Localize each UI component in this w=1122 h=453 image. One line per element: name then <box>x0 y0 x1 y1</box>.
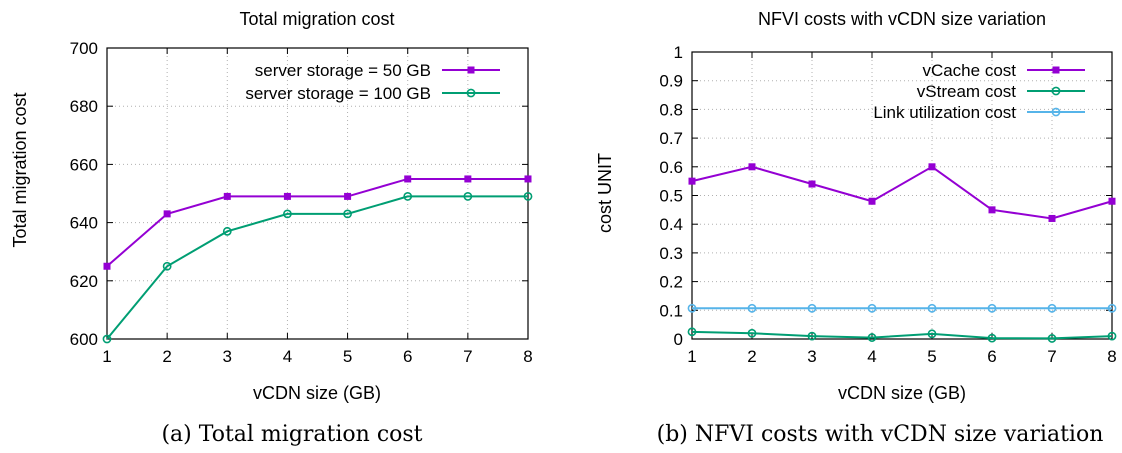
data-point <box>1107 331 1117 341</box>
chart-nfvi-costs: NFVI costs with vCDN size variation cost… <box>595 9 1117 447</box>
legend-marker <box>1051 86 1061 96</box>
y-tick-label: 620 <box>70 272 98 291</box>
series-line-0 <box>106 177 528 268</box>
y-axis-label: cost UNIT <box>595 153 615 233</box>
figure-caption: (b) NFVI costs with vCDN size variation <box>657 422 1104 447</box>
legend-label: Link utilization cost <box>873 103 1016 122</box>
data-point <box>987 333 997 343</box>
x-tick-label: 8 <box>523 347 532 366</box>
legend-label: vStream cost <box>917 82 1016 101</box>
data-point <box>807 303 817 313</box>
x-tick-label: 6 <box>403 347 412 366</box>
legend-label: server storage = 50 GB <box>255 61 431 80</box>
x-tick-label: 1 <box>687 347 696 366</box>
data-point <box>102 334 112 344</box>
x-tick-label: 4 <box>867 347 876 366</box>
data-point <box>987 303 997 313</box>
data-point <box>988 206 996 214</box>
chart-title: Total migration cost <box>239 9 394 29</box>
data-point <box>867 333 877 342</box>
y-tick-label: 0.2 <box>659 273 683 292</box>
data-point <box>404 175 412 183</box>
legend-label: server storage = 100 GB <box>245 84 431 103</box>
x-tick-label: 8 <box>1107 347 1116 366</box>
series-line-1 <box>691 330 1113 340</box>
data-point <box>344 192 352 200</box>
x-tick-label: 1 <box>102 347 111 366</box>
x-tick-label: 4 <box>283 347 292 366</box>
series-line-1 <box>106 195 528 340</box>
data-point <box>868 197 876 205</box>
x-tick-label: 5 <box>927 347 936 366</box>
data-point <box>523 192 533 201</box>
data-point <box>403 192 413 201</box>
data-point <box>1107 303 1117 313</box>
legend-marker <box>1051 107 1061 117</box>
data-point <box>927 303 937 313</box>
series-line-0 <box>691 165 1113 220</box>
x-tick-label: 7 <box>1047 347 1056 366</box>
data-point <box>748 163 756 171</box>
y-tick-label: 0.4 <box>659 215 683 234</box>
y-tick-label: 600 <box>70 330 98 349</box>
data-point <box>687 327 697 337</box>
data-point <box>747 328 757 338</box>
data-point <box>103 262 111 270</box>
data-point <box>464 175 472 183</box>
data-point <box>223 192 231 200</box>
y-tick-label: 680 <box>70 97 98 116</box>
x-axis-label: vCDN size (GB) <box>838 383 966 403</box>
data-point <box>524 175 532 183</box>
y-axis-label: Total migration cost <box>10 92 30 247</box>
x-axis-label: vCDN size (GB) <box>253 383 381 403</box>
data-point <box>867 303 877 313</box>
legend-marker <box>466 88 476 98</box>
y-tick-label: 0.9 <box>659 72 683 91</box>
legend-label: vCache cost <box>922 61 1016 80</box>
y-tick-label: 660 <box>70 155 98 174</box>
y-tick-label: 0.7 <box>659 129 683 148</box>
data-point <box>163 210 171 218</box>
y-tick-label: 0.1 <box>659 301 683 320</box>
legend-marker <box>467 66 475 74</box>
y-tick-label: 0.5 <box>659 187 683 206</box>
y-tick-label: 0.8 <box>659 100 683 119</box>
data-point <box>1047 303 1057 313</box>
data-point <box>747 303 757 313</box>
x-tick-label: 2 <box>747 347 756 366</box>
x-tick-label: 3 <box>223 347 232 366</box>
data-point <box>927 329 937 339</box>
x-tick-label: 7 <box>463 347 472 366</box>
data-point <box>1108 197 1116 205</box>
y-tick-label: 640 <box>70 214 98 233</box>
figure-caption: (a) Total migration cost <box>161 422 422 447</box>
x-tick-label: 5 <box>343 347 352 366</box>
data-point <box>463 192 473 201</box>
x-tick-label: 6 <box>987 347 996 366</box>
chart-total-migration-cost: Total migration cost Total migration cos… <box>10 9 533 447</box>
data-point <box>808 180 816 188</box>
data-point <box>1047 334 1057 343</box>
data-point <box>283 192 291 200</box>
data-point <box>687 303 697 313</box>
y-tick-label: 700 <box>70 39 98 58</box>
data-point <box>688 177 696 185</box>
chart-title: NFVI costs with vCDN size variation <box>758 9 1046 29</box>
data-point <box>928 163 936 171</box>
y-tick-label: 1 <box>674 43 683 62</box>
y-tick-label: 0.3 <box>659 244 683 263</box>
legend-marker <box>1052 66 1060 74</box>
data-point <box>1048 214 1056 222</box>
x-tick-label: 2 <box>162 347 171 366</box>
data-point <box>807 331 817 341</box>
data-point <box>343 209 352 219</box>
y-tick-label: 0 <box>674 330 683 349</box>
data-point <box>222 226 232 236</box>
x-tick-label: 3 <box>807 347 816 366</box>
y-tick-label: 0.6 <box>659 158 683 177</box>
data-point <box>283 209 292 219</box>
data-point <box>162 261 172 271</box>
